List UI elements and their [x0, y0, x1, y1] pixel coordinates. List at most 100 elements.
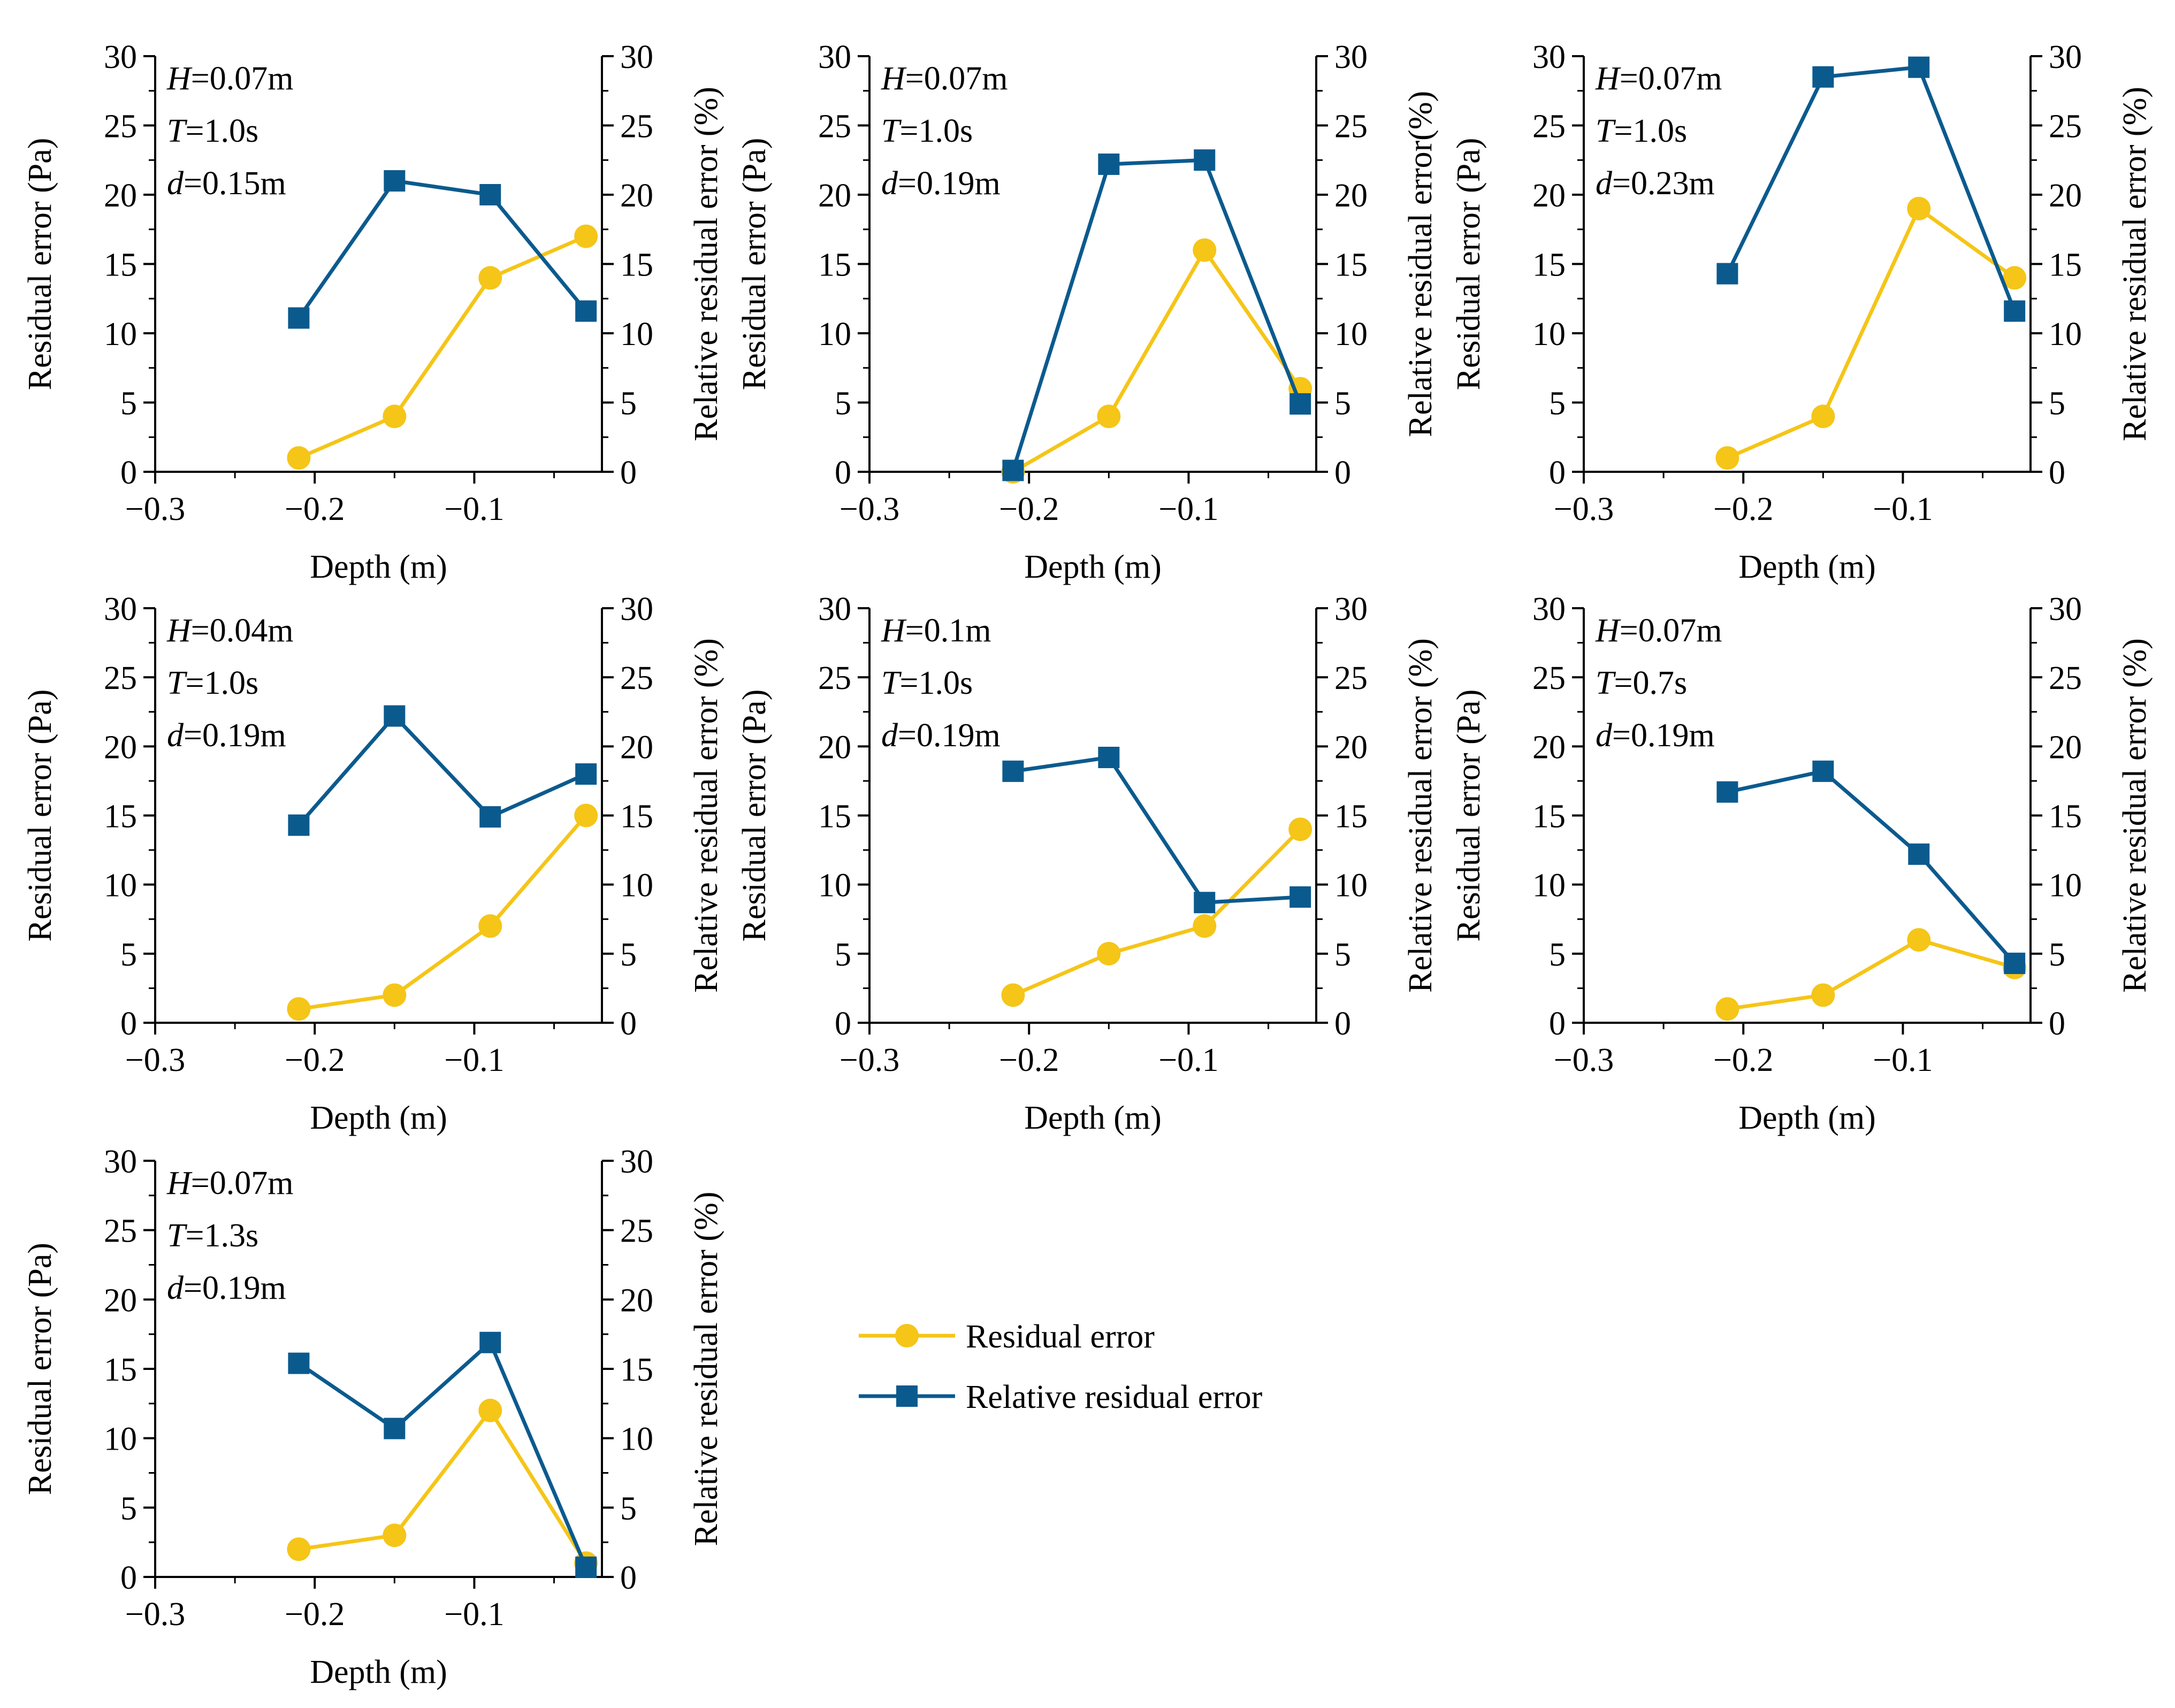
- parameter-symbol: H: [166, 612, 193, 649]
- relative-residual-error-point: [575, 763, 597, 785]
- relative-residual-error-point: [384, 170, 406, 192]
- y-tick-label-right: 25: [620, 109, 653, 145]
- residual-error-point: [287, 446, 311, 470]
- y-axis-label-right: Relative residual error (%): [2117, 87, 2153, 441]
- x-axis-label: Depth (m): [310, 549, 447, 585]
- parameter-value: =0.07m: [1620, 60, 1722, 97]
- y-tick-label-right: 10: [2049, 868, 2082, 904]
- x-axis-label: Depth (m): [310, 1654, 447, 1690]
- x-axis-label: Depth (m): [1024, 1100, 1162, 1136]
- y-tick-label-right: 0: [620, 455, 637, 491]
- relative-residual-error-point: [288, 307, 310, 329]
- y-tick-label-right: 25: [2049, 109, 2082, 145]
- relative-residual-error-point: [575, 1556, 597, 1578]
- relative-residual-error-point: [2004, 952, 2026, 974]
- y-tick-label-left: 15: [818, 247, 851, 284]
- parameter-symbol: H: [881, 60, 907, 97]
- relative-residual-error-point: [479, 184, 501, 205]
- chart-panel-5: 0 0 5 5 10 10 15 15 20 20 25 25 30 30 −0.3 −0.2 −0.1 Dept…: [736, 591, 1439, 1136]
- relative-residual-error-line: [1727, 769, 2016, 965]
- y-tick-label-left: 20: [1532, 178, 1566, 214]
- x-axis-label: Depth (m): [1738, 549, 1876, 585]
- y-tick-label-right: 25: [620, 660, 653, 696]
- y-tick-label-right: 30: [2049, 591, 2082, 627]
- parameter-value: =0.1m: [905, 612, 991, 649]
- y-tick-label-left: 20: [1532, 729, 1566, 765]
- x-tick-label: −0.3: [125, 1596, 185, 1633]
- residual-error-point: [1097, 404, 1121, 428]
- y-tick-label-left: 0: [835, 1006, 851, 1042]
- x-axis-label: Depth (m): [310, 1100, 447, 1136]
- x-tick-label: −0.1: [444, 1596, 504, 1633]
- y-tick-label-left: 0: [120, 1560, 137, 1596]
- y-tick-label-right: 30: [620, 39, 653, 75]
- relative-residual-error-point: [1908, 843, 1930, 865]
- y-tick-label-left: 30: [818, 591, 851, 627]
- residual-error-point: [1811, 404, 1835, 428]
- y-tick-label-left: 10: [1532, 316, 1566, 353]
- y-tick-label-right: 10: [620, 1421, 653, 1458]
- parameter-annotation: T=1.0s: [167, 113, 258, 149]
- relative-residual-error-line: [1011, 158, 1302, 471]
- legend-square-marker: [896, 1385, 918, 1407]
- y-axis-label-right: Relative residual error (%): [1402, 638, 1439, 993]
- x-tick-label: −0.1: [1158, 1042, 1218, 1078]
- chart-panel-7: 0 0 5 5 10 10 15 15 20 20 25 25 30 30 −0.3 −0.2 −0.1 Dept…: [22, 1144, 724, 1690]
- residual-error-point: [478, 1398, 502, 1422]
- y-tick-label-right: 15: [2049, 799, 2082, 835]
- legend-label: Relative residual error: [966, 1379, 1263, 1415]
- y-axis-label-right: Relative residual error (%): [688, 87, 724, 441]
- residual-error-point: [287, 1537, 311, 1561]
- relative-residual-error-point: [288, 814, 310, 836]
- relative-residual-error-point: [479, 806, 501, 828]
- residual-error-point: [383, 1523, 407, 1548]
- x-tick-label: −0.3: [1554, 491, 1614, 527]
- y-tick-label-left: 20: [818, 729, 851, 765]
- relative-residual-error-point: [1194, 892, 1216, 914]
- relative-residual-error-point: [384, 1418, 406, 1439]
- relative-residual-error-point: [2004, 300, 2026, 322]
- parameter-value: =0.07m: [191, 1165, 294, 1201]
- y-tick-label-right: 25: [1334, 109, 1368, 145]
- residual-error-line: [297, 234, 587, 460]
- y-tick-label-right: 0: [2049, 1006, 2065, 1042]
- y-tick-label-right: 15: [620, 1352, 653, 1388]
- parameter-annotation: d=0.19m: [167, 717, 286, 754]
- parameter-symbol: T: [167, 113, 188, 149]
- y-tick-label-left: 0: [120, 455, 137, 491]
- residual-error-point: [1097, 941, 1121, 966]
- y-tick-label-right: 5: [620, 1490, 637, 1527]
- parameter-symbol: T: [881, 665, 902, 701]
- parameter-value: =0.19m: [898, 717, 1001, 754]
- residual-error-line: [298, 1408, 588, 1564]
- y-tick-label-left: 5: [1549, 386, 1566, 422]
- y-tick-label-left: 10: [818, 316, 851, 353]
- parameter-symbol: H: [1595, 612, 1621, 649]
- parameter-symbol: d: [167, 717, 184, 754]
- y-tick-label-right: 0: [1334, 1006, 1351, 1042]
- residual-error-point: [1193, 238, 1217, 262]
- parameter-value: =1.0s: [1614, 113, 1687, 149]
- parameter-symbol: T: [167, 665, 188, 701]
- parameter-value: =0.23m: [1612, 165, 1715, 202]
- y-tick-label-right: 5: [1334, 937, 1351, 973]
- residual-error-point: [1907, 928, 1931, 952]
- parameter-value: =0.19m: [1612, 717, 1715, 754]
- y-axis-label-left: Residual error (Pa): [22, 1243, 58, 1495]
- parameter-value: =0.07m: [191, 60, 294, 97]
- relative-residual-error-line: [297, 714, 587, 826]
- y-tick-label-left: 0: [120, 1006, 137, 1042]
- y-axis-label-left: Residual error (Pa): [736, 690, 773, 942]
- y-tick-label-left: 25: [104, 660, 137, 696]
- y-tick-label-right: 30: [620, 1144, 653, 1180]
- y-tick-label-right: 15: [1334, 247, 1368, 284]
- residual-error-point: [1715, 446, 1739, 470]
- parameter-symbol: H: [166, 1165, 193, 1201]
- relative-residual-error-point: [1098, 154, 1120, 175]
- x-tick-label: −0.3: [840, 1042, 899, 1078]
- parameter-value: =0.04m: [191, 612, 294, 649]
- y-axis-label-right: Relative residual error (%): [688, 1192, 724, 1546]
- y-tick-label-right: 25: [2049, 660, 2082, 696]
- parameter-annotation: H=0.07m: [1595, 612, 1722, 649]
